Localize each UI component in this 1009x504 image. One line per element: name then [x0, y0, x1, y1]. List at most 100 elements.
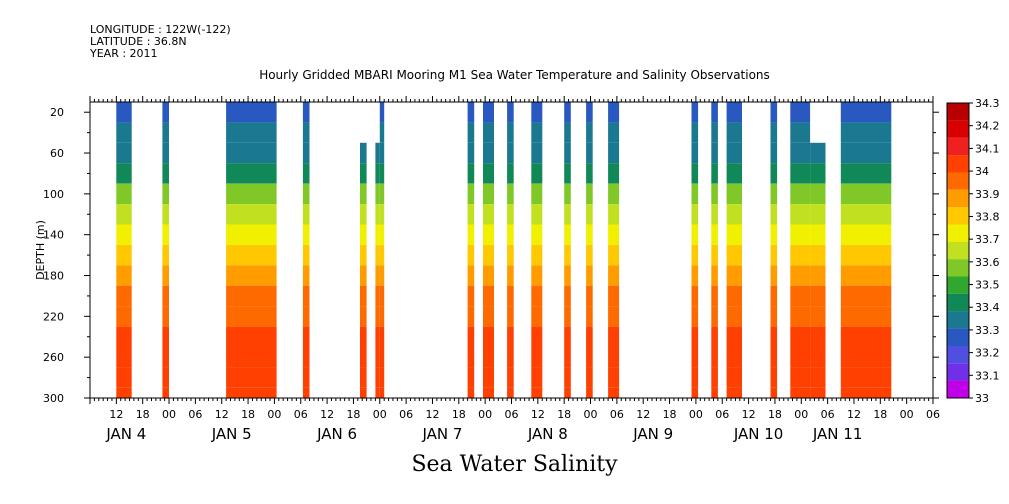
data-cell	[302, 102, 310, 123]
data-cell	[840, 122, 892, 143]
data-cell	[483, 387, 494, 398]
x-hour-label: 12	[109, 408, 123, 421]
data-cell	[840, 265, 892, 286]
data-cell	[483, 306, 494, 327]
data-cell	[790, 265, 811, 286]
data-cell	[840, 244, 892, 266]
data-cell	[790, 204, 811, 225]
x-hour-label: 18	[557, 408, 571, 421]
colorbar-label: 33.9	[975, 188, 1000, 201]
data-cell	[790, 326, 811, 347]
data-cell	[840, 367, 892, 388]
colorbar-label: 34	[975, 165, 989, 178]
data-cell	[116, 387, 132, 398]
data-cell	[483, 142, 494, 164]
data-cell	[467, 326, 475, 347]
data-cell	[770, 265, 778, 286]
colorbar-swatch	[947, 172, 969, 190]
data-cell	[483, 183, 494, 205]
colorbar-label: 33.8	[975, 210, 1000, 223]
data-cell	[375, 183, 380, 205]
data-cell	[483, 122, 494, 143]
x-hour-label: 00	[689, 408, 703, 421]
longitude-text: LONGITUDE : 122W(-122)	[90, 23, 231, 36]
data-cell	[564, 122, 571, 143]
latitude-text: LATITUDE : 36.8N	[90, 35, 187, 48]
data-cell	[691, 244, 699, 266]
data-cell	[116, 306, 132, 327]
data-cell	[379, 102, 385, 123]
data-cell	[608, 183, 620, 205]
x-day-label: JAN 6	[316, 425, 357, 443]
y-tick-label: 60	[50, 147, 64, 160]
data-cell	[226, 204, 277, 225]
x-hour-label: 06	[821, 408, 835, 421]
x-hour-label: 00	[373, 408, 387, 421]
data-cell	[360, 244, 367, 266]
data-cell	[162, 387, 169, 398]
colorbar-label: 33.7	[975, 233, 1000, 246]
data-cell	[531, 204, 543, 225]
data-cell	[770, 347, 778, 368]
data-cell	[840, 163, 892, 184]
data-cell	[586, 285, 593, 307]
data-cell	[360, 224, 367, 245]
data-cell	[162, 306, 169, 327]
data-cell	[586, 122, 593, 143]
data-cell	[711, 347, 718, 368]
data-cell	[375, 306, 380, 327]
data-cell	[726, 306, 742, 327]
colorbar-swatch	[947, 293, 969, 312]
data-cell	[483, 347, 494, 368]
data-cell	[467, 204, 475, 225]
y-tick-label: 20	[50, 106, 64, 119]
y-tick-label: 260	[43, 351, 64, 364]
data-cell	[531, 122, 543, 143]
data-cell	[608, 142, 620, 164]
x-hour-label: 00	[162, 408, 176, 421]
data-cell	[226, 224, 277, 245]
data-cell	[116, 285, 132, 307]
y-axis-label: DEPTH (m)	[34, 220, 47, 280]
data-cell	[531, 367, 543, 388]
data-cell	[586, 163, 593, 184]
data-cell	[564, 163, 571, 184]
x-day-label: JAN 8	[527, 425, 568, 443]
data-cell	[226, 183, 277, 205]
x-day-label: JAN 11	[812, 425, 863, 443]
data-cell	[810, 183, 826, 205]
data-cell	[116, 163, 132, 184]
data-cell	[507, 102, 514, 123]
data-cell	[810, 142, 826, 164]
data-cell	[711, 285, 718, 307]
data-cell	[840, 142, 892, 164]
data-cell	[810, 285, 826, 307]
data-cell	[467, 224, 475, 245]
data-cell	[711, 102, 718, 123]
data-cell	[375, 142, 380, 164]
data-cell	[726, 122, 742, 143]
data-cell	[162, 265, 169, 286]
data-cell	[116, 204, 132, 225]
colorbar-label: 33.2	[975, 347, 1000, 360]
data-cell	[840, 204, 892, 225]
data-cell	[360, 387, 367, 398]
data-cell	[162, 347, 169, 368]
x-hour-label: 18	[768, 408, 782, 421]
x-day-label: JAN 10	[733, 425, 784, 443]
data-cell	[483, 163, 494, 184]
data-cell	[302, 367, 310, 388]
data-cell	[810, 347, 826, 368]
data-cell	[691, 102, 699, 123]
colorbar-label: 34.3	[975, 97, 1000, 110]
year-text: YEAR : 2011	[90, 47, 158, 60]
colorbar-swatch	[947, 380, 969, 398]
data-cell	[726, 142, 742, 164]
data-cell	[711, 244, 718, 266]
data-cell	[507, 367, 514, 388]
data-cell	[770, 122, 778, 143]
data-cell	[531, 265, 543, 286]
data-cell	[379, 387, 385, 398]
data-cell	[360, 326, 367, 347]
